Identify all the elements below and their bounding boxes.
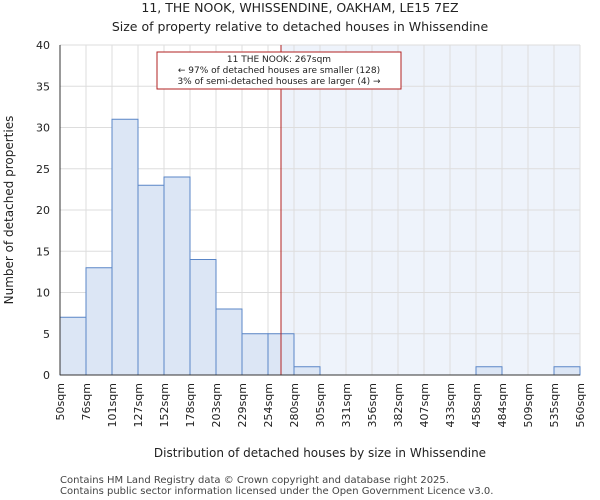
bar xyxy=(553,366,581,376)
annotation-box xyxy=(156,51,402,90)
x-tick-label: 458sqm xyxy=(470,383,483,427)
y-tick-label: 5 xyxy=(43,328,50,341)
x-tick-label: 280sqm xyxy=(288,383,301,427)
bar xyxy=(241,333,269,376)
x-tick-label: 433sqm xyxy=(444,383,457,427)
x-tick-label: 50sqm xyxy=(54,383,67,420)
x-tick-label: 509sqm xyxy=(522,383,535,427)
x-tick-label: 331sqm xyxy=(340,383,353,427)
x-tick-label: 535sqm xyxy=(548,383,561,427)
y-tick-label: 35 xyxy=(36,80,50,93)
y-tick-label: 40 xyxy=(36,39,50,52)
footer-line-1: Contains HM Land Registry data © Crown c… xyxy=(60,475,449,486)
bar xyxy=(475,366,503,376)
x-tick-label: 76sqm xyxy=(80,383,93,420)
y-tick-label: 15 xyxy=(36,245,50,258)
x-tick-label: 382sqm xyxy=(392,383,405,427)
x-tick-label: 254sqm xyxy=(262,383,275,427)
annotation-line: 3% of semi-detached houses are larger (4… xyxy=(177,77,381,87)
bar xyxy=(293,366,321,376)
y-tick-label: 10 xyxy=(36,287,50,300)
bar xyxy=(189,259,217,376)
annotation-line: 11 THE NOOK: 267sqm xyxy=(227,55,331,65)
y-tick-label: 30 xyxy=(36,122,50,135)
x-tick-label: 356sqm xyxy=(366,383,379,427)
bar xyxy=(85,267,113,376)
x-tick-label: 305sqm xyxy=(314,383,327,427)
y-tick-label: 20 xyxy=(36,204,50,217)
x-tick-label: 127sqm xyxy=(132,383,145,427)
chart-title: 11, THE NOOK, WHISSENDINE, OAKHAM, LE15 … xyxy=(141,0,458,15)
y-axis-label: Number of detached properties xyxy=(2,116,16,305)
x-tick-label: 560sqm xyxy=(574,383,587,427)
x-tick-label: 101sqm xyxy=(106,383,119,427)
x-tick-label: 229sqm xyxy=(236,383,249,427)
x-tick-label: 178sqm xyxy=(184,383,197,427)
x-axis-label: Distribution of detached houses by size … xyxy=(154,446,486,460)
x-tick-label: 152sqm xyxy=(158,383,171,427)
bar xyxy=(59,316,87,376)
annotation-line: ← 97% of detached houses are smaller (12… xyxy=(178,66,380,76)
footer-line-2: Contains public sector information licen… xyxy=(60,486,493,497)
bar xyxy=(137,184,165,376)
bar xyxy=(163,176,191,376)
x-tick-label: 484sqm xyxy=(496,383,509,427)
y-tick-label: 0 xyxy=(43,369,50,382)
x-tick-label: 407sqm xyxy=(418,383,431,427)
y-tick-label: 25 xyxy=(36,163,50,176)
x-tick-label: 203sqm xyxy=(210,383,223,427)
bar xyxy=(215,308,243,376)
chart-subtitle: Size of property relative to detached ho… xyxy=(112,19,489,34)
plot-area: 0 5 10 15 20 25 30 35 40 50sqm 76sqm 101sqm 127sqm 15… xyxy=(36,39,587,427)
bar xyxy=(111,118,139,376)
